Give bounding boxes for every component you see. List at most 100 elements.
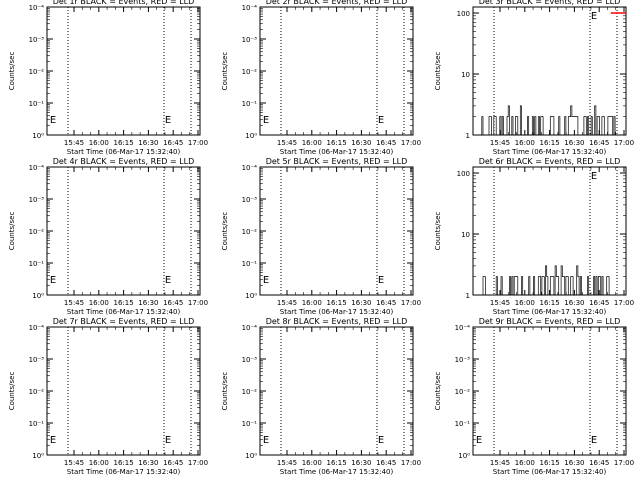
- x-tick-label: 16:00: [89, 139, 109, 147]
- y-tick-label: 10⁻⁴: [29, 4, 45, 12]
- y-tick-label: 10⁰: [32, 292, 44, 300]
- chart-title: Det 5r BLACK = Events, RED = LLD: [266, 157, 408, 166]
- y-tick-label: 10⁰: [245, 292, 257, 300]
- y-tick-label: 10⁻¹: [29, 100, 45, 108]
- x-tick-label: 17:00: [188, 299, 208, 307]
- e-marker: E: [591, 171, 597, 182]
- x-tick-label: 16:30: [351, 459, 371, 467]
- x-tick-label: 16:30: [138, 459, 158, 467]
- x-tick-label: 16:15: [327, 459, 347, 467]
- x-axis-label: Start Time (06-Mar-17 15:32:40): [493, 148, 607, 156]
- x-tick-label: 16:30: [138, 299, 158, 307]
- x-tick-label: 16:00: [89, 459, 109, 467]
- x-tick-label: 16:45: [163, 459, 183, 467]
- y-tick-label: 10⁻⁴: [242, 4, 258, 12]
- x-axis-label: Start Time (06-Mar-17 15:32:40): [280, 308, 394, 316]
- plot-frame: [472, 326, 627, 456]
- y-tick-label: 10⁻¹: [242, 100, 258, 108]
- y-tick-label: 10⁻⁴: [455, 324, 471, 332]
- y-tick-label: 10⁻¹: [29, 420, 45, 428]
- e-marker: E: [165, 435, 171, 446]
- x-tick-label: 15:45: [277, 299, 297, 307]
- x-tick-label: 16:45: [163, 139, 183, 147]
- x-axis-label: Start Time (06-Mar-17 15:32:40): [67, 308, 181, 316]
- y-tick-label: 10⁻²: [242, 388, 258, 396]
- x-tick-label: 16:45: [589, 139, 609, 147]
- y-tick-label: 10⁰: [32, 132, 44, 140]
- y-axis-label: Counts/sec: [434, 52, 442, 91]
- y-axis-label: Counts/sec: [8, 212, 16, 251]
- y-tick-label: 10⁻²: [242, 68, 258, 76]
- e-marker: E: [591, 11, 597, 22]
- x-tick-label: 16:15: [114, 299, 134, 307]
- x-tick-label: 16:00: [302, 299, 322, 307]
- e-marker-left: E: [50, 115, 56, 126]
- y-tick-label: 10⁰: [458, 452, 470, 460]
- y-tick-label: 10⁻¹: [242, 420, 258, 428]
- chart-panel-5: Det 5r BLACK = Events, RED = LLD 10⁰ 10⁻¹ 1…: [221, 157, 421, 316]
- chart-title: Det 3r BLACK = Events, RED = LLD: [479, 0, 621, 6]
- y-axis-label: Counts/sec: [8, 52, 16, 91]
- y-axis-label: Counts/sec: [434, 212, 442, 251]
- plot-frame: [259, 326, 414, 456]
- y-tick-label: 10⁻³: [455, 356, 471, 364]
- y-tick-label: 10⁻⁴: [29, 164, 45, 172]
- e-marker-left: E: [50, 435, 56, 446]
- x-axis-label: Start Time (06-Mar-17 15:32:40): [67, 148, 181, 156]
- chart-title: Det 2r BLACK = Events, RED = LLD: [266, 0, 408, 6]
- y-tick-label: 1: [466, 132, 470, 140]
- x-tick-label: 16:15: [114, 139, 134, 147]
- e-marker-left: E: [50, 275, 56, 286]
- chart-panel-7: Det 7r BLACK = Events, RED = LLD 10⁰ 10⁻¹ 1…: [8, 317, 208, 476]
- x-tick-label: 17:00: [188, 139, 208, 147]
- x-tick-label: 17:00: [401, 299, 421, 307]
- x-tick-label: 16:15: [327, 139, 347, 147]
- chart-panel-3: Det 3r BLACK = Events, RED = LLD 1 10 100 Co…: [434, 0, 634, 156]
- y-tick-label: 10⁻⁴: [29, 324, 45, 332]
- x-tick-label: 16:45: [376, 299, 396, 307]
- x-axis-label: Start Time (06-Mar-17 15:32:40): [67, 468, 181, 476]
- y-tick-label: 10⁻²: [29, 68, 45, 76]
- x-tick-label: 16:00: [302, 139, 322, 147]
- y-tick-label: 10⁰: [245, 132, 257, 140]
- plot-frame: [46, 166, 201, 296]
- e-marker: E: [378, 115, 384, 126]
- x-tick-label: 16:30: [564, 299, 584, 307]
- chart-panel-4: Det 4r BLACK = Events, RED = LLD 10⁰ 10⁻¹ 1…: [8, 157, 208, 316]
- x-tick-label: 16:45: [376, 459, 396, 467]
- x-tick-label: 16:00: [89, 299, 109, 307]
- y-tick-label: 10⁰: [245, 452, 257, 460]
- x-tick-label: 15:45: [490, 459, 510, 467]
- y-tick-label: 10: [461, 71, 470, 79]
- chart-title: Det 8r BLACK = Events, RED = LLD: [266, 317, 408, 326]
- plot-frame: [259, 166, 414, 296]
- x-tick-label: 17:00: [401, 139, 421, 147]
- x-tick-label: 17:00: [614, 459, 634, 467]
- e-marker: E: [591, 435, 597, 446]
- x-tick-label: 15:45: [277, 139, 297, 147]
- x-tick-label: 15:45: [490, 139, 510, 147]
- y-axis-label: Counts/sec: [8, 372, 16, 411]
- plot-frame: [46, 326, 201, 456]
- e-marker: E: [378, 435, 384, 446]
- x-tick-label: 17:00: [614, 299, 634, 307]
- y-tick-label: 100: [457, 170, 470, 178]
- y-tick-label: 10⁻³: [29, 36, 45, 44]
- chart-title: Det 7r BLACK = Events, RED = LLD: [53, 317, 195, 326]
- e-marker: E: [378, 275, 384, 286]
- x-tick-label: 16:45: [163, 299, 183, 307]
- y-tick-label: 10⁻²: [29, 228, 45, 236]
- chart-title: Det 9r BLACK = Events, RED = LLD: [479, 317, 621, 326]
- x-tick-label: 16:00: [302, 459, 322, 467]
- x-tick-label: 16:30: [138, 139, 158, 147]
- x-tick-label: 16:45: [376, 139, 396, 147]
- chart-panel-1: Det 1r BLACK = Events, RED = LLD 10⁰ 10⁻¹ 1…: [8, 0, 208, 156]
- x-tick-label: 16:30: [351, 139, 371, 147]
- x-axis-label: Start Time (06-Mar-17 15:32:40): [280, 148, 394, 156]
- e-marker-left: E: [263, 115, 269, 126]
- x-tick-label: 15:45: [490, 299, 510, 307]
- y-axis-label: Counts/sec: [221, 52, 229, 91]
- y-tick-label: 10⁻¹: [242, 260, 258, 268]
- y-tick-label: 10⁻³: [242, 196, 258, 204]
